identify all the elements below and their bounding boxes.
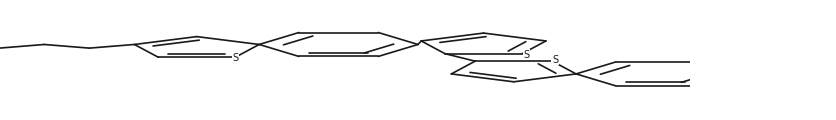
- Text: S: S: [232, 53, 238, 63]
- Text: S: S: [522, 50, 528, 60]
- Text: S: S: [551, 55, 558, 65]
